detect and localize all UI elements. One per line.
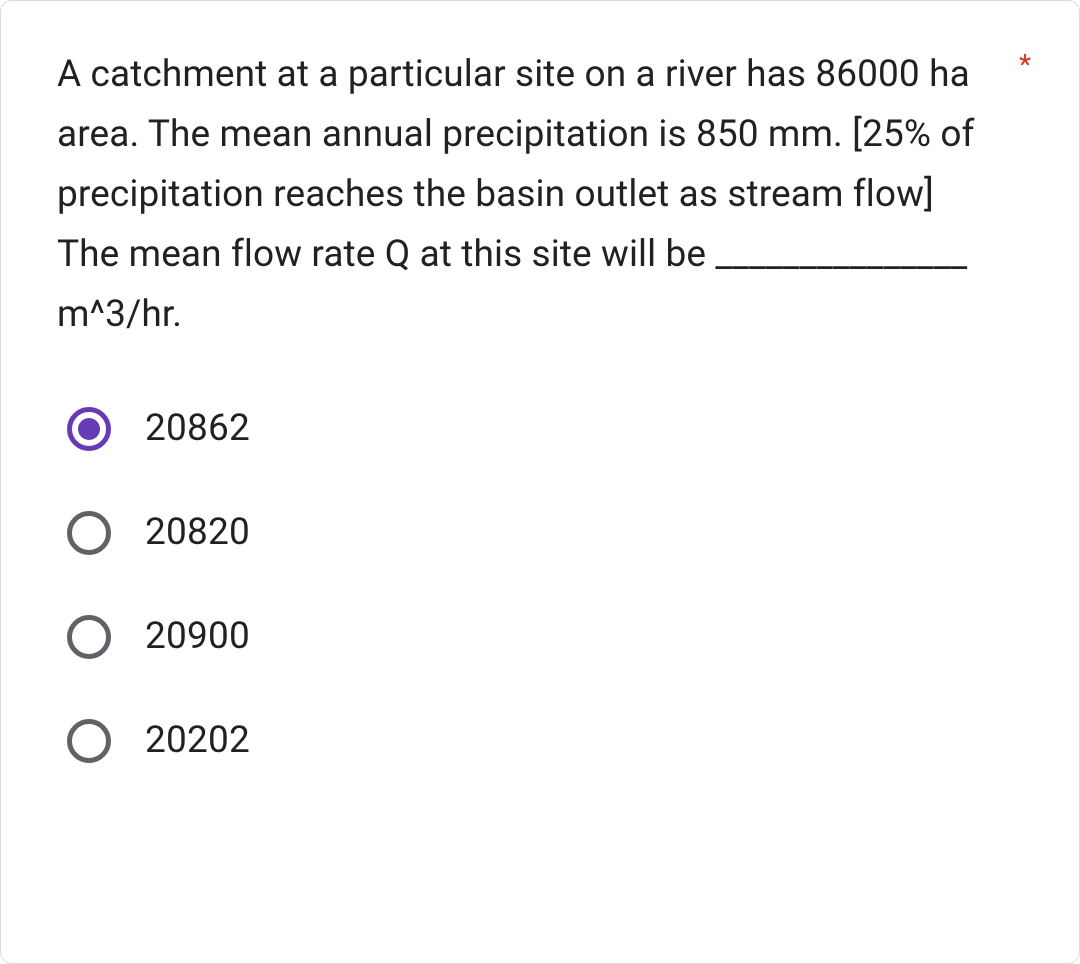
- radio-dot-icon: [78, 418, 100, 440]
- option-label: 20202: [145, 719, 250, 762]
- radio-option-3[interactable]: 20202: [67, 719, 1031, 763]
- option-label: 20820: [145, 511, 250, 554]
- question-text: A catchment at a particular site on a ri…: [57, 45, 1001, 345]
- option-label: 20862: [145, 407, 250, 450]
- radio-icon: [67, 615, 111, 659]
- option-label: 20900: [145, 615, 250, 658]
- options-group: 20862 20820 20900 20202: [57, 407, 1031, 763]
- radio-option-1[interactable]: 20820: [67, 511, 1031, 555]
- question-row: A catchment at a particular site on a ri…: [57, 45, 1031, 345]
- radio-icon: [67, 511, 111, 555]
- radio-icon: [67, 719, 111, 763]
- radio-option-2[interactable]: 20900: [67, 615, 1031, 659]
- radio-icon: [67, 407, 111, 451]
- required-indicator: *: [1019, 51, 1031, 79]
- question-card: A catchment at a particular site on a ri…: [0, 0, 1080, 964]
- radio-option-0[interactable]: 20862: [67, 407, 1031, 451]
